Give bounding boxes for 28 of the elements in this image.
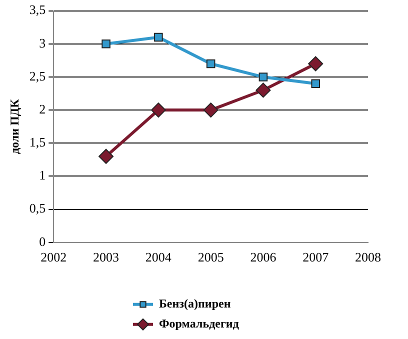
x-tick-label: 2008: [355, 250, 381, 265]
point: [150, 102, 166, 118]
point: [256, 82, 271, 98]
x-tick-label: 2003: [93, 250, 120, 265]
point: [102, 39, 110, 48]
point: [308, 56, 324, 72]
legend-label: Бенз(а)пирен: [159, 296, 231, 310]
y-tick-label: 3,5: [29, 2, 46, 18]
point: [206, 59, 216, 68]
x-tick-label: 2004: [145, 250, 172, 265]
x-tick-label: 2005: [198, 250, 224, 265]
y-tick-label: 0: [39, 234, 46, 249]
y-axis-title: доли ПДК: [7, 98, 22, 154]
point: [98, 148, 114, 164]
x-tick-label: 2006: [250, 250, 277, 265]
y-tick-label: 2,5: [29, 68, 46, 84]
legend-label: Формальдегид: [159, 316, 239, 330]
y-tick-label: 1,5: [29, 134, 46, 150]
y-tick-label: 1: [39, 168, 46, 183]
x-tick-label: 2007: [302, 250, 330, 265]
y-tick-label: 3: [39, 35, 46, 50]
point: [311, 79, 320, 88]
point: [203, 102, 218, 118]
y-tick-label: 0,5: [29, 200, 46, 216]
y-tick-label: 2: [39, 101, 46, 116]
point: [258, 72, 268, 82]
point: [154, 32, 163, 42]
x-tick-label: 2002: [40, 250, 67, 265]
